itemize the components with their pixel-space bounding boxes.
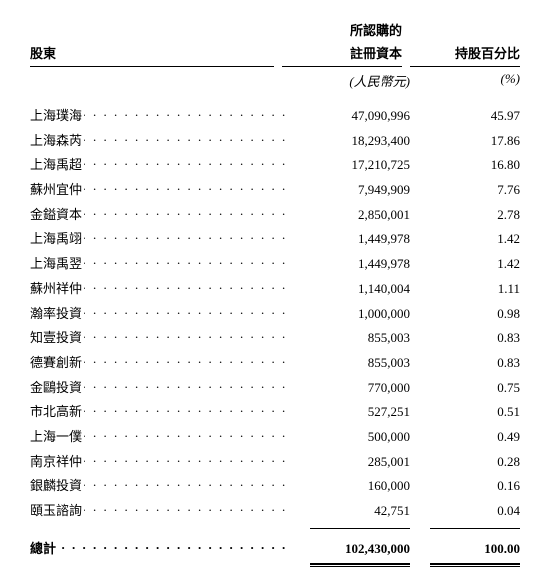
table-row: . . . . . . . . . . . . . . . . . . . . … bbox=[30, 376, 520, 401]
percent-value: 1.11 bbox=[410, 277, 520, 302]
shareholder-name: 上海一僕 bbox=[30, 429, 84, 444]
unit-row: (人民幣元) (%) bbox=[30, 71, 520, 90]
percent-value: 1.42 bbox=[410, 227, 520, 252]
shareholder-name: 上海森芮 bbox=[30, 133, 84, 148]
shareholder-name: 德賽創新 bbox=[30, 355, 84, 370]
shareholder-name: 金鎰資本 bbox=[30, 207, 84, 222]
table-row: . . . . . . . . . . . . . . . . . . . . … bbox=[30, 104, 520, 129]
percent-value: 0.75 bbox=[410, 376, 520, 401]
percent-value: 1.42 bbox=[410, 252, 520, 277]
data-rows: . . . . . . . . . . . . . . . . . . . . … bbox=[30, 104, 520, 524]
table-row: . . . . . . . . . . . . . . . . . . . . … bbox=[30, 227, 520, 252]
percent-value: 0.98 bbox=[410, 302, 520, 327]
table-row: . . . . . . . . . . . . . . . . . . . . … bbox=[30, 302, 520, 327]
percent-value: 45.97 bbox=[410, 104, 520, 129]
percent-value: 0.04 bbox=[410, 499, 520, 524]
table-row: . . . . . . . . . . . . . . . . . . . . … bbox=[30, 326, 520, 351]
capital-value: 855,003 bbox=[290, 326, 410, 351]
table-row: . . . . . . . . . . . . . . . . . . . . … bbox=[30, 450, 520, 475]
percent-value: 16.80 bbox=[410, 153, 520, 178]
header-capital-line1: 所認購的 bbox=[282, 20, 402, 43]
capital-value: 1,449,978 bbox=[290, 227, 410, 252]
capital-value: 770,000 bbox=[290, 376, 410, 401]
capital-value: 18,293,400 bbox=[290, 129, 410, 154]
shareholding-table: 股東 所認購的 註冊資本 持股百分比 (人民幣元) (%) . . . . . … bbox=[30, 20, 520, 567]
shareholder-name: 瀚率投資 bbox=[30, 306, 84, 321]
shareholder-name: 蘇州宜仲 bbox=[30, 182, 84, 197]
table-header: 股東 所認購的 註冊資本 持股百分比 bbox=[30, 20, 520, 67]
capital-unit: (人民幣元) bbox=[290, 71, 410, 90]
col-header-capital: 所認購的 註冊資本 bbox=[282, 20, 402, 67]
capital-value: 42,751 bbox=[290, 499, 410, 524]
total-row: . . . . . . . . . . . . . . . . . . . . … bbox=[30, 535, 520, 564]
total-percent: 100.00 bbox=[410, 535, 520, 564]
table-row: . . . . . . . . . . . . . . . . . . . . … bbox=[30, 474, 520, 499]
capital-value: 1,140,004 bbox=[290, 277, 410, 302]
shareholder-name: 金鷗投資 bbox=[30, 380, 84, 395]
percent-value: 0.16 bbox=[410, 474, 520, 499]
shareholder-name: 市北高新 bbox=[30, 404, 84, 419]
table-row: . . . . . . . . . . . . . . . . . . . . … bbox=[30, 277, 520, 302]
shareholder-name: 頤玉諮詢 bbox=[30, 503, 84, 518]
percent-value: 7.76 bbox=[410, 178, 520, 203]
table-row: . . . . . . . . . . . . . . . . . . . . … bbox=[30, 499, 520, 524]
shareholder-name: 上海禹翌 bbox=[30, 256, 84, 271]
header-capital-line2: 註冊資本 bbox=[282, 43, 402, 66]
shareholder-name: 上海禹超 bbox=[30, 157, 84, 172]
percent-value: 2.78 bbox=[410, 203, 520, 228]
shareholder-name: 南京祥仲 bbox=[30, 454, 84, 469]
total-label: 總計 bbox=[30, 541, 58, 556]
capital-value: 1,000,000 bbox=[290, 302, 410, 327]
capital-value: 47,090,996 bbox=[290, 104, 410, 129]
shareholder-name: 銀麟投資 bbox=[30, 478, 84, 493]
percent-value: 0.49 bbox=[410, 425, 520, 450]
header-percent-label: 持股百分比 bbox=[410, 43, 520, 66]
capital-value: 285,001 bbox=[290, 450, 410, 475]
shareholder-name: 上海禹翊 bbox=[30, 231, 84, 246]
capital-value: 17,210,725 bbox=[290, 153, 410, 178]
table-row: . . . . . . . . . . . . . . . . . . . . … bbox=[30, 129, 520, 154]
table-row: . . . . . . . . . . . . . . . . . . . . … bbox=[30, 351, 520, 376]
total-double-rule bbox=[30, 563, 520, 567]
table-row: . . . . . . . . . . . . . . . . . . . . … bbox=[30, 425, 520, 450]
total-capital: 102,430,000 bbox=[290, 535, 410, 564]
percent-unit: (%) bbox=[410, 71, 520, 90]
header-shareholder-label: 股東 bbox=[30, 43, 274, 66]
percent-value: 0.28 bbox=[410, 450, 520, 475]
table-row: . . . . . . . . . . . . . . . . . . . . … bbox=[30, 252, 520, 277]
table-row: . . . . . . . . . . . . . . . . . . . . … bbox=[30, 153, 520, 178]
capital-value: 855,003 bbox=[290, 351, 410, 376]
table-row: . . . . . . . . . . . . . . . . . . . . … bbox=[30, 203, 520, 228]
percent-value: 0.83 bbox=[410, 326, 520, 351]
col-header-shareholder: 股東 bbox=[30, 43, 274, 67]
subtotal-rule bbox=[30, 528, 520, 529]
capital-value: 2,850,001 bbox=[290, 203, 410, 228]
table-row: . . . . . . . . . . . . . . . . . . . . … bbox=[30, 400, 520, 425]
capital-value: 7,949,909 bbox=[290, 178, 410, 203]
col-header-percent: 持股百分比 bbox=[410, 43, 520, 67]
shareholder-name: 知壹投資 bbox=[30, 330, 84, 345]
capital-value: 1,449,978 bbox=[290, 252, 410, 277]
table-row: . . . . . . . . . . . . . . . . . . . . … bbox=[30, 178, 520, 203]
shareholder-name: 蘇州祥仲 bbox=[30, 281, 84, 296]
percent-value: 0.83 bbox=[410, 351, 520, 376]
percent-value: 17.86 bbox=[410, 129, 520, 154]
capital-value: 527,251 bbox=[290, 400, 410, 425]
capital-value: 500,000 bbox=[290, 425, 410, 450]
shareholder-name: 上海璞海 bbox=[30, 108, 84, 123]
capital-value: 160,000 bbox=[290, 474, 410, 499]
percent-value: 0.51 bbox=[410, 400, 520, 425]
